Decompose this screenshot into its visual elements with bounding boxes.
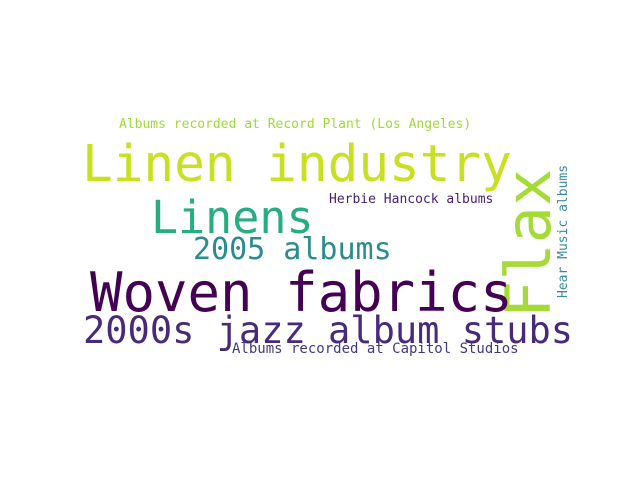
word-linen-industry: Linen industry (82, 135, 512, 194)
word-linens: Linens (151, 191, 314, 244)
word-capitol-studios: Albums recorded at Capitol Studios (232, 341, 519, 357)
word-woven-fabrics: Woven fabrics (90, 261, 513, 324)
word-2000s-jazz: 2000s jazz album stubs (83, 309, 574, 352)
word-record-plant: Albums recorded at Record Plant (Los Ang… (119, 117, 472, 132)
word-hear-music: Hear Music albums (556, 164, 571, 298)
word-herbie-hancock: Herbie Hancock albums (329, 192, 494, 207)
word-2005-albums: 2005 albums (193, 232, 392, 267)
